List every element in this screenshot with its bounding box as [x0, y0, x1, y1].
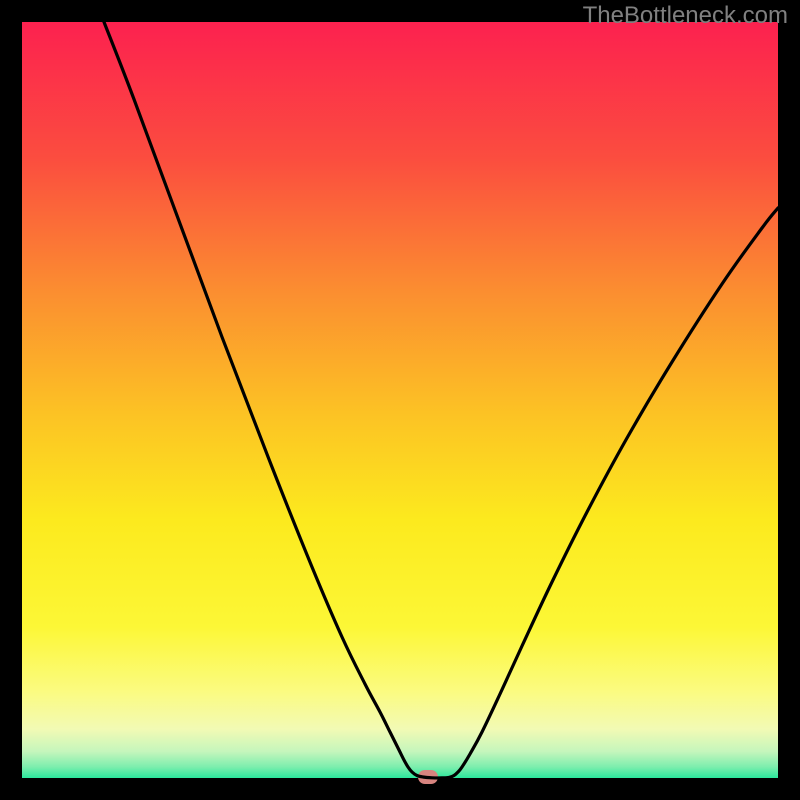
- chart-frame: TheBottleneck.com: [0, 0, 800, 800]
- bottleneck-curve: [22, 22, 778, 778]
- curve-path: [104, 22, 778, 778]
- watermark-text: TheBottleneck.com: [583, 2, 788, 30]
- plot-area: [22, 22, 778, 778]
